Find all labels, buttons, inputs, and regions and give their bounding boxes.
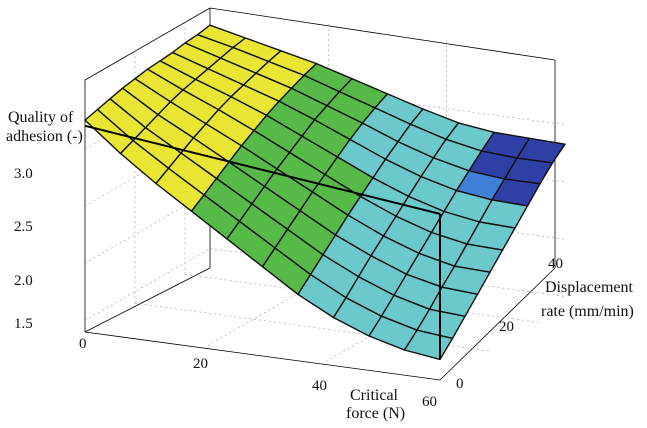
y-axis-title-line1: Displacement — [545, 279, 634, 296]
z-tick-label: 2.5 — [14, 219, 33, 235]
z-axis-title-line1: Quality of — [8, 109, 74, 126]
z-tick-label: 1.5 — [14, 316, 33, 332]
z-tick-label: 3.0 — [14, 166, 33, 182]
x-tick-label: 40 — [312, 378, 327, 394]
box-edge — [84, 331, 441, 381]
x-axis-title-line2: force (N) — [346, 405, 405, 422]
x-axis-title-line1: Critical — [350, 387, 399, 404]
x-tick-label: 60 — [422, 394, 437, 410]
y-axis-title-line2: rate (mm/min) — [541, 303, 634, 320]
y-tick-label: 0 — [456, 376, 464, 392]
z-axis-title-line2: adhesion (-) — [6, 128, 83, 145]
marked-line — [84, 124, 441, 215]
z-tick-label: 2.0 — [14, 273, 33, 289]
x-tick-label: 20 — [193, 356, 208, 372]
box-edge — [84, 267, 211, 333]
y-tick-label: 20 — [499, 319, 514, 335]
box-edge — [209, 7, 556, 61]
y-tick-label: 40 — [548, 256, 563, 272]
box-edge — [439, 267, 556, 381]
x-tick-label: 0 — [79, 336, 87, 352]
gridline — [84, 248, 211, 321]
marked-segment — [84, 124, 441, 360]
surface-mesh — [84, 24, 566, 361]
box-edge — [84, 7, 211, 81]
